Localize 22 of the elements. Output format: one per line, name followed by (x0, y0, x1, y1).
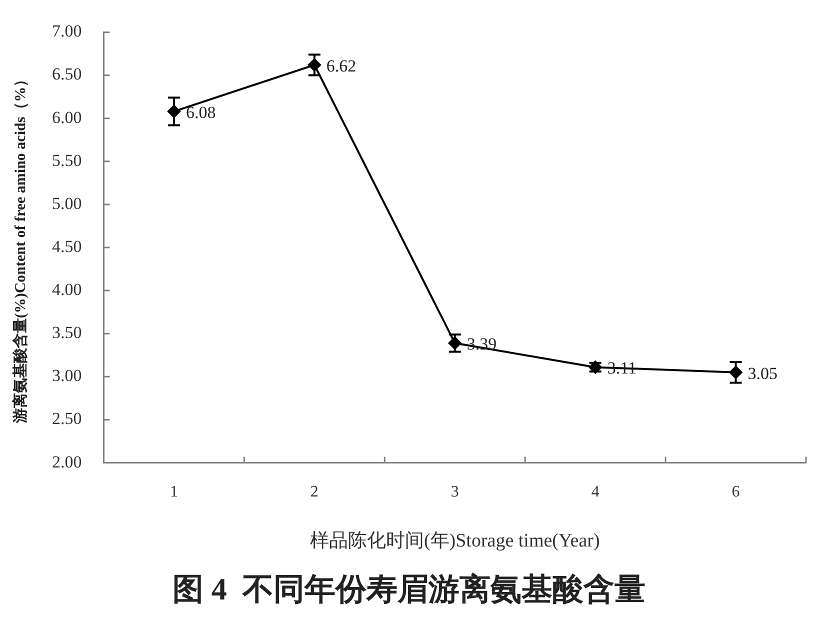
y-tick-label: 2.00 (52, 452, 82, 472)
x-axis-title: 样品陈化时间(年)Storage time(Year) (310, 530, 600, 552)
y-tick-label: 4.00 (52, 280, 82, 300)
y-tick-label: 3.50 (52, 323, 82, 342)
text: 图 4 不同年份寿眉游离氨基酸含量 (172, 571, 646, 606)
x-tick-label: 1 (170, 484, 178, 501)
data-label: 3.05 (748, 364, 778, 383)
x-tick-label: 2 (310, 484, 318, 501)
y-tick-label: 2.50 (52, 409, 82, 428)
x-tick-label: 6 (732, 484, 740, 501)
y-tick-label: 6.50 (52, 64, 82, 84)
y-axis-title: 游离氨基酸含量(%)Content of free amino acids（%） (10, 72, 29, 424)
data-label: 6.62 (326, 56, 356, 76)
x-tick-label: 3 (450, 484, 459, 501)
y-tick-label: 5.50 (52, 150, 82, 170)
y-tick-label: 6.00 (52, 108, 82, 127)
y-tick-label: 4.50 (52, 236, 82, 256)
y-tick-label: 7.00 (52, 22, 82, 41)
y-tick-label: 3.00 (52, 366, 82, 386)
y-tick-label: 5.00 (52, 194, 82, 213)
x-tick-label: 4 (591, 484, 600, 501)
data-label: 6.08 (186, 102, 216, 122)
